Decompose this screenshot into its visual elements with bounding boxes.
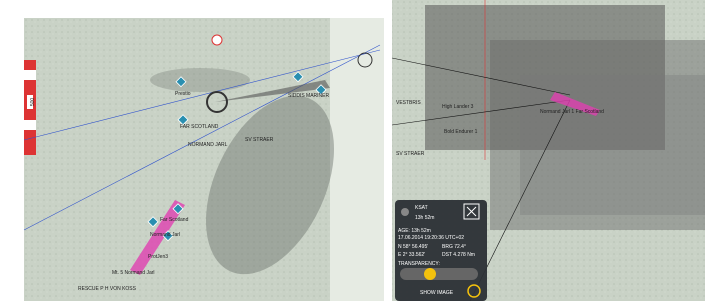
vessel-label: Normand Jarl 1 Far Scotland [540,109,604,115]
map-shape [401,208,409,216]
map-shape [424,268,436,280]
lat: N 58° 56.495' [398,244,428,250]
vessel-label: Mt. 5 Normand Jarl [112,270,155,276]
panel-age: 13h 52m [415,215,434,221]
brg: BRG 72.4° [442,244,466,250]
left-map[interactable]: 500 Prestio SIDDIS MARINER FAR SCOTLAND … [24,18,384,301]
transparency-label: TRANSPARENCY: [398,261,440,267]
vessel-label: ProtJen3 [148,254,168,260]
vessel-label: High Lander 3 [442,104,474,110]
dst: DST 4.278 Nm [442,252,475,258]
vessel-label: SV STRAER [396,151,425,157]
vessel-label: NORMAND JARL [188,142,228,148]
vessel-label: SV STRAER [245,137,274,143]
timestamp: 17.06.2014 19:20:36 UTC+02 [398,235,464,241]
vessel-label: SIDDIS MARINER [288,93,330,99]
vessel-label: Prestio [175,91,191,97]
age: AGE: 13h 52m [398,228,431,234]
map-shape [24,70,36,80]
map-shape [24,120,36,130]
vessel-label: FAR SCOTLAND [180,124,219,130]
show-image: SHOW IMAGE [420,290,454,296]
transparency-slider[interactable] [400,268,478,280]
vessel-label: VESTBRIS [396,100,421,106]
lon: E 2° 33.562' [398,252,425,258]
map-shape [150,68,250,92]
panel-title: KSAT [415,205,428,211]
vessel-label: Bold Endurer 1 [444,129,478,135]
vessel-label: Far Scotland [160,217,189,223]
map-shape [395,200,487,301]
screen: 500 Prestio SIDDIS MARINER FAR SCOTLAND … [0,0,705,301]
scale-label: 500 [30,98,36,107]
right-map[interactable]: VESTBRIS High Lander 3 Bold Endurer 1 SV… [392,0,705,301]
info-panel: KSAT 13h 52m AGE: 13h 52m 17.06.2014 19:… [395,200,487,301]
map-shape [212,35,222,45]
vessel-label: RESCUE P H VON KOSS [78,286,137,292]
vessel-label: Normand Jarl [150,232,180,238]
